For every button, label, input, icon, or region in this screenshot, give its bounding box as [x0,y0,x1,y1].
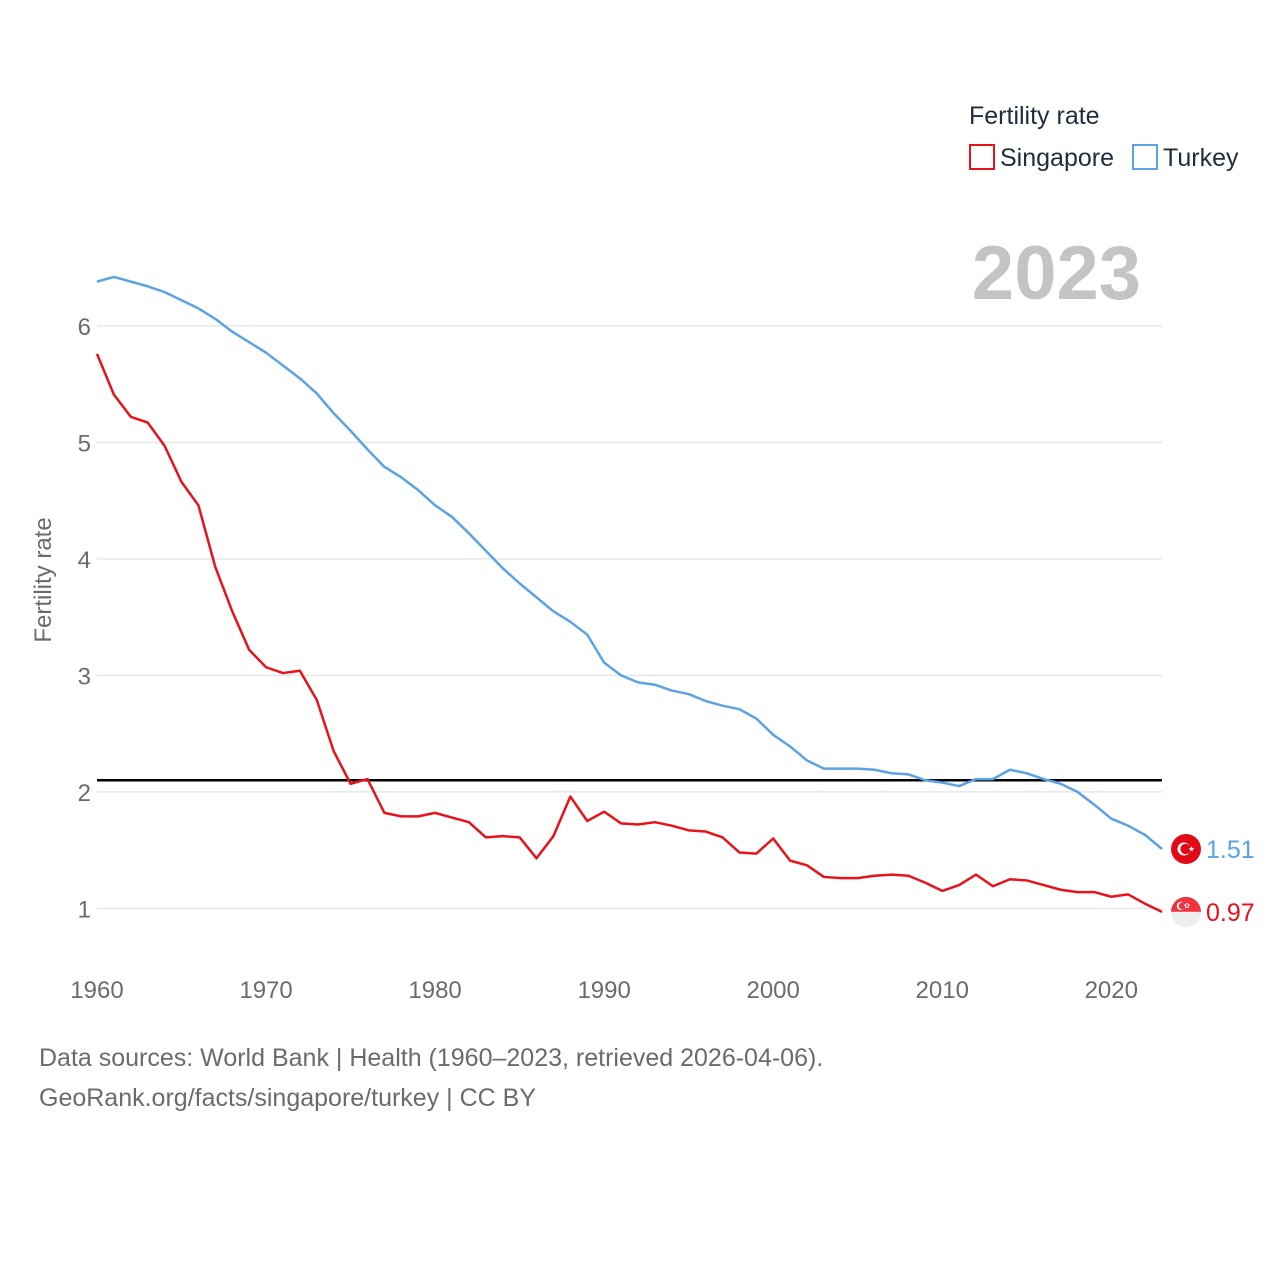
legend-swatch-turkey [1132,144,1158,170]
series-line-singapore [95,353,1163,914]
y-tick-label-5: 5 [78,430,91,457]
x-tick-label-1990: 1990 [577,977,630,1004]
y-tick-label-4: 4 [78,547,91,574]
series-endpoints: 0.97 1.51 [1171,833,1255,927]
x-tick-label-1980: 1980 [408,977,461,1004]
footer-credit: GeoRank.org/facts/singapore/turkey | CC … [39,1084,536,1112]
y-tick-label-2: 2 [78,780,91,807]
x-tick-label-2010: 2010 [916,977,969,1004]
x-axis-ticks: 1960 1970 1980 1990 2000 2010 2020 [70,977,1138,1004]
footer-sources: Data sources: World Bank | Health (1960–… [39,1044,824,1072]
x-tick-label-2000: 2000 [746,977,799,1004]
turkey-flag-icon [1171,833,1201,864]
legend-item-singapore[interactable]: Singapore [969,144,1114,172]
x-tick-label-1960: 1960 [70,977,123,1004]
y-tick-label-1: 1 [78,896,91,923]
y-tick-label-6: 6 [78,314,91,341]
gridlines [97,325,1162,910]
y-axis-title: Fertility rate [30,517,57,642]
legend-label-turkey: Turkey [1163,144,1239,172]
x-tick-label-2020: 2020 [1085,977,1138,1004]
singapore-flag-icon [1171,896,1201,927]
legend-item-turkey[interactable]: Turkey [1132,144,1239,172]
y-axis-ticks: 1 2 3 4 5 6 [78,314,91,924]
legend-label-singapore: Singapore [1000,144,1114,172]
series-lines [95,275,1163,914]
end-value-label-turkey: 1.51 [1206,836,1255,864]
end-value-label-singapore: 0.97 [1206,899,1255,927]
series-line-turkey [96,275,1163,850]
legend-title: Fertility rate [969,102,1100,130]
x-tick-label-1970: 1970 [239,977,292,1004]
legend: Fertility rate Singapore Turkey [969,102,1239,172]
year-watermark: 2023 [972,231,1141,316]
legend-swatch-singapore [969,144,995,170]
y-tick-label-3: 3 [78,663,91,690]
